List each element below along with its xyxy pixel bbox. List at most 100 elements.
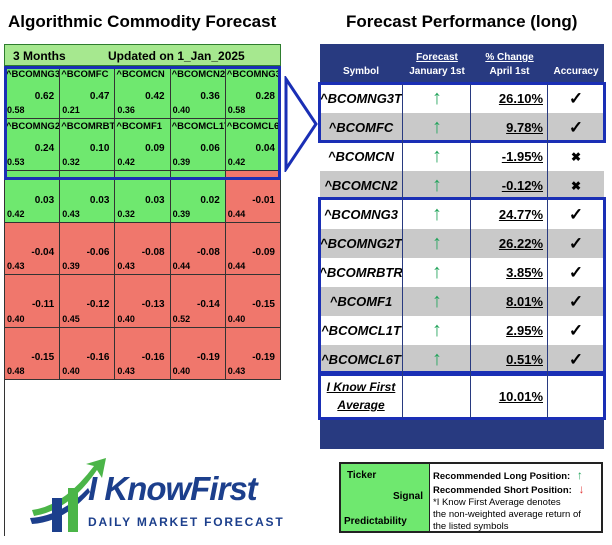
down-arrow-icon: ↓ xyxy=(578,482,585,496)
period-label: 3 Months xyxy=(13,49,66,63)
row-symbol: ^BCOMCL1T xyxy=(321,323,401,338)
cell-predictability: 0.40 xyxy=(172,365,191,376)
cell-signal: -0.04 xyxy=(31,247,55,259)
cell-signal: 0.06 xyxy=(200,143,220,155)
col-symbol-header: Symbol xyxy=(342,66,380,77)
cell-signal: -0.01 xyxy=(252,195,275,207)
heatmap-cell: -0.15 0.40 xyxy=(225,275,281,328)
performance-row: ^BCOMCN2 ↑ -0.12% ✖ xyxy=(320,171,604,200)
change-header-label: % Change xyxy=(485,52,534,63)
cell-predictability: 0.21 xyxy=(62,105,80,116)
cell-predictability: 0.32 xyxy=(62,157,80,168)
cell-predictability: 0.40 xyxy=(7,313,25,324)
cell-predictability: 0.32 xyxy=(117,209,135,220)
heatmap-cell: -0.14 0.52 xyxy=(170,275,226,328)
logo-brand: I KnowFirst xyxy=(88,470,258,507)
cell-predictability: 0.44 xyxy=(227,261,246,272)
cell-signal: -0.13 xyxy=(141,299,165,311)
col-accuracy-header: Accuracy xyxy=(553,66,599,77)
cell-signal: -0.19 xyxy=(197,351,220,363)
cell-predictability: 0.45 xyxy=(62,313,80,324)
heatmap-cell: -0.11 0.40 xyxy=(5,275,61,328)
cell-predictability: 0.40 xyxy=(62,365,80,376)
heatmap-cell: ^BCOMNG3 0.28 0.58 xyxy=(225,67,281,120)
row-change: 26.10% xyxy=(498,91,543,106)
cell-symbol: ^BCOMNG2T xyxy=(6,121,60,133)
check-icon: ✓ xyxy=(568,320,584,340)
forecast-heatmap: ^BCOMNG3T 0.62 0.58 ^BCOMFC 0.47 0.21 ^BCOMCN 0… xyxy=(4,66,281,536)
heatmap-cell: ^BCOMRBTR 0.10 0.32 xyxy=(60,119,116,172)
cell-predictability: 0.39 xyxy=(62,261,80,272)
check-icon: ✓ xyxy=(568,88,584,108)
heatmap-cell: -0.16 0.43 xyxy=(115,327,171,380)
row-symbol: ^BCOMCN xyxy=(327,149,395,164)
legend-note-3: the listed symbols xyxy=(433,521,509,532)
legend-long: Recommended Long Position: ↑ xyxy=(433,468,583,482)
cell-predictability: 0.53 xyxy=(7,157,25,168)
heatmap-cell: -0.06 0.39 xyxy=(60,223,116,276)
row-change: 24.77% xyxy=(498,207,543,222)
left-title: Algorithmic Commodity Forecast xyxy=(8,12,277,31)
cell-symbol: ^BCOMRBTR xyxy=(61,121,115,133)
cell-signal: 0.03 xyxy=(145,195,165,207)
cell-symbol: ^BCOMFC xyxy=(61,69,109,80)
row-change: 2.95% xyxy=(506,323,543,338)
heatmap-cell: -0.08 0.43 xyxy=(115,223,171,276)
average-row: I Know First Average 10.01% xyxy=(320,374,604,418)
cell-predictability: 0.43 xyxy=(117,261,135,272)
heatmap-cell: 0.03 0.43 xyxy=(60,171,116,224)
cell-symbol: ^BCOMNG3T xyxy=(6,69,60,80)
cell-signal: 0.02 xyxy=(200,195,220,207)
updated-label: Updated on 1_Jan_2025 xyxy=(108,49,245,63)
performance-row: ^BCOMNG3 ↑ 24.77% ✓ xyxy=(320,200,604,229)
check-icon: ✓ xyxy=(568,291,584,311)
performance-row: ^BCOMFC ↑ 9.78% ✓ xyxy=(320,113,604,142)
heatmap-cell: ^BCOMFC 0.47 0.21 xyxy=(60,67,116,120)
up-arrow-icon: ↑ xyxy=(432,116,442,138)
legend-short: Recommended Short Position: ↓ xyxy=(433,482,584,496)
cell-symbol: ^BCOMCL6T xyxy=(226,121,280,133)
cell-predictability: 0.42 xyxy=(227,157,246,168)
check-icon: ✓ xyxy=(568,204,584,224)
performance-row: ^BCOMRBTR ↑ 3.85% ✓ xyxy=(319,258,604,287)
heatmap-cell: -0.15 0.48 xyxy=(5,327,61,380)
performance-row: ^BCOMCL6T ↑ 0.51% ✓ xyxy=(320,345,604,374)
legend-swatch: Ticker Signal Predictability xyxy=(341,464,430,531)
heatmap-cell: -0.08 0.44 xyxy=(170,223,226,276)
average-label-line2: Average xyxy=(337,398,385,412)
performance-row: ^BCOMCL1T ↑ 2.95% ✓ xyxy=(320,316,604,345)
cell-predictability: 0.40 xyxy=(117,313,135,324)
up-arrow-icon: ↑ xyxy=(432,319,442,341)
cell-signal: 0.62 xyxy=(34,91,55,102)
cross-icon: ✖ xyxy=(570,149,582,164)
heatmap-cell: -0.19 0.43 xyxy=(225,327,281,380)
row-symbol: ^BCOMNG3T xyxy=(320,91,402,106)
cell-signal: 0.03 xyxy=(89,195,110,207)
column-divider xyxy=(470,84,471,418)
cell-signal: 0.28 xyxy=(255,91,275,102)
heatmap-cell: -0.12 0.45 xyxy=(60,275,116,328)
average-label: I Know First Average xyxy=(320,374,402,418)
heatmap-cell: ^BCOMF1 0.09 0.42 xyxy=(115,119,171,172)
cell-signal: 0.42 xyxy=(145,91,165,102)
heatmap-cell: ^BCOMCN 0.42 0.36 xyxy=(115,67,171,120)
cell-predictability: 0.42 xyxy=(7,209,25,220)
cell-predictability: 0.39 xyxy=(172,209,191,220)
heatmap-cell: 0.02 0.39 xyxy=(170,171,226,224)
january-header-label: January 1st xyxy=(409,66,465,77)
heatmap-cell: ^BCOMNG3T 0.62 0.58 xyxy=(5,67,61,120)
cell-signal: -0.06 xyxy=(86,247,110,259)
right-title: Forecast Performance (long) xyxy=(346,12,578,31)
cell-signal: 0.10 xyxy=(89,143,110,155)
cell-predictability: 0.43 xyxy=(7,261,25,272)
row-change: 3.85% xyxy=(506,265,543,280)
row-change: 0.51% xyxy=(506,352,543,367)
average-label-line1: I Know First xyxy=(326,380,396,394)
cell-signal: -0.09 xyxy=(252,247,275,259)
row-symbol: ^BCOMRBTR xyxy=(319,265,403,280)
cell-predictability: 0.48 xyxy=(7,365,25,376)
cell-signal: 0.36 xyxy=(200,91,220,102)
cell-signal: -0.08 xyxy=(197,247,220,259)
cell-signal: -0.15 xyxy=(252,299,275,311)
cell-signal: -0.11 xyxy=(31,299,55,311)
